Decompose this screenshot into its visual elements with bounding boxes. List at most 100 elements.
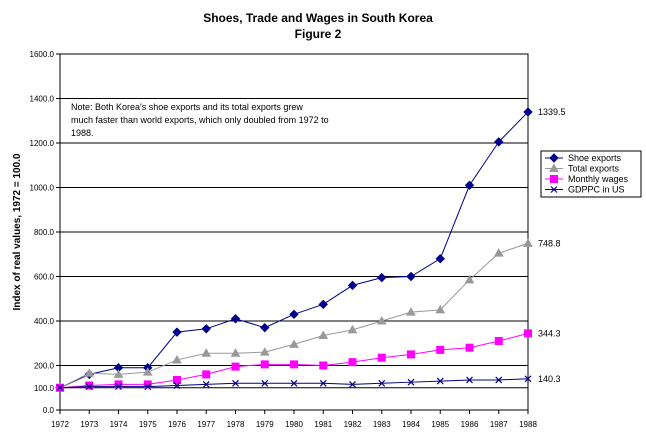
x-tick-label: 1974: [110, 420, 128, 429]
x-tick-label: 1979: [256, 420, 274, 429]
data-point-total-exports: [493, 248, 504, 257]
legend-item-gdppc-in-us: GDPPC in US: [545, 185, 625, 195]
data-point-total-exports: [142, 367, 153, 376]
note-line-1: Note: Both Korea's shoe exports and its …: [71, 102, 303, 112]
y-axis-ticks: 0.0 100.0 200.0 400.0 600.0 800.0 1000.0 1200.0…: [30, 50, 60, 415]
data-point-total-exports: [84, 368, 95, 377]
data-point-total-exports: [113, 369, 124, 378]
data-point-gdppc-in-us: [173, 382, 181, 389]
y-tick-label: 800.0: [34, 228, 55, 237]
data-point-shoe-exports: [260, 322, 270, 333]
y-tick-label: 0.0: [43, 406, 55, 415]
legend-item-total-exports: Total exports: [545, 163, 620, 174]
data-point-shoe-exports: [289, 309, 299, 320]
data-point-gdppc-in-us: [144, 383, 152, 391]
data-point-monthly-wages: [231, 362, 240, 371]
chart-title: Shoes, Trade and Wages in South Korea: [203, 11, 433, 25]
data-point-total-exports: [464, 274, 475, 284]
y-tick-label: 1400.0: [30, 95, 55, 104]
y-tick-label: 100.0: [34, 384, 55, 393]
end-label-monthly-wages: 344.3: [538, 328, 561, 338]
note-line-3: 1988.: [71, 128, 94, 138]
data-point-total-exports: [376, 315, 387, 325]
legend-marker: [549, 163, 559, 172]
data-point-monthly-wages: [465, 343, 474, 352]
data-point-shoe-exports: [494, 137, 504, 147]
data-point-gdppc-in-us: [290, 379, 298, 387]
y-tick-label: 200.0: [34, 362, 55, 371]
data-point-monthly-wages: [319, 361, 328, 370]
data-point-total-exports: [435, 304, 446, 314]
y-axis-label: Index of real values, 1972 = 100.0: [12, 153, 23, 310]
data-point-gdppc-in-us: [524, 375, 532, 383]
data-point-gdppc-in-us: [232, 379, 239, 387]
data-point-monthly-wages: [407, 350, 415, 359]
data-point-gdppc-in-us: [466, 376, 473, 384]
legend-item-shoe-exports: Shoe exports: [545, 153, 622, 163]
y-tick-label: 400.0: [34, 317, 55, 326]
data-point-total-exports: [289, 339, 299, 348]
x-tick-label: 1986: [461, 420, 479, 429]
data-point-monthly-wages: [290, 360, 298, 369]
end-label-shoe-exports: 1339.5: [538, 107, 566, 117]
data-point-shoe-exports: [406, 271, 416, 282]
legend-label: GDPPC in US: [568, 185, 625, 195]
data-point-total-exports: [406, 307, 416, 316]
x-tick-label: 1972: [51, 420, 69, 429]
data-point-shoe-exports: [347, 280, 358, 291]
data-point-monthly-wages: [173, 375, 181, 384]
x-tick-label: 1988: [519, 420, 537, 429]
data-point-monthly-wages: [436, 345, 445, 354]
data-point-monthly-wages: [260, 360, 269, 369]
data-point-gdppc-in-us: [319, 379, 327, 387]
data-point-gdppc-in-us: [436, 377, 444, 385]
y-tick-label: 1000.0: [30, 184, 55, 193]
end-labels: 1339.5 748.8 344.3 140.3: [538, 107, 566, 384]
y-tick-label: 600.0: [34, 273, 55, 282]
data-point-monthly-wages: [377, 353, 386, 362]
data-point-gdppc-in-us: [115, 383, 122, 391]
x-tick-label: 1973: [80, 420, 98, 429]
gridlines: [60, 98, 528, 389]
legend-label: Monthly wages: [568, 174, 629, 184]
data-point-total-exports: [230, 348, 241, 357]
data-point-shoe-exports: [377, 272, 387, 283]
data-point-gdppc-in-us: [261, 379, 269, 387]
data-point-shoe-exports: [172, 327, 182, 337]
data-point-monthly-wages: [85, 381, 94, 390]
x-tick-label: 1982: [344, 420, 362, 429]
x-tick-label: 1978: [227, 420, 245, 429]
data-point-gdppc-in-us: [202, 380, 210, 388]
data-point-monthly-wages: [348, 358, 357, 367]
x-tick-label: 1983: [373, 420, 391, 429]
x-tick-label: 1987: [490, 420, 508, 429]
legend-label: Shoe exports: [568, 153, 622, 163]
chart-subtitle: Figure 2: [295, 27, 342, 41]
x-tick-label: 1975: [139, 420, 157, 429]
data-point-shoe-exports: [523, 107, 533, 117]
data-point-gdppc-in-us: [56, 384, 64, 392]
data-point-total-exports: [523, 238, 533, 247]
x-tick-label: 1977: [197, 420, 215, 429]
data-point-shoe-exports: [230, 314, 241, 324]
data-point-total-exports: [259, 347, 270, 356]
data-point-shoe-exports: [318, 299, 328, 310]
x-tick-label: 1980: [285, 420, 303, 429]
legend-marker: [549, 153, 559, 163]
data-point-gdppc-in-us: [349, 380, 356, 388]
data-point-monthly-wages: [524, 329, 532, 338]
data-point-shoe-exports: [201, 324, 211, 334]
legend-marker: [550, 186, 558, 193]
data-point-gdppc-in-us: [407, 378, 415, 386]
data-point-monthly-wages: [202, 370, 211, 379]
data-point-total-exports: [172, 354, 182, 364]
x-tick-label: 1981: [314, 420, 332, 429]
legend-marker: [550, 175, 558, 183]
x-tick-label: 1976: [168, 420, 186, 429]
data-point-monthly-wages: [143, 380, 152, 389]
data-point-monthly-wages: [494, 337, 503, 346]
legend-label: Total exports: [568, 164, 620, 174]
end-label-gdppc-in-us: 140.3: [538, 374, 561, 384]
data-point-total-exports: [201, 348, 212, 357]
